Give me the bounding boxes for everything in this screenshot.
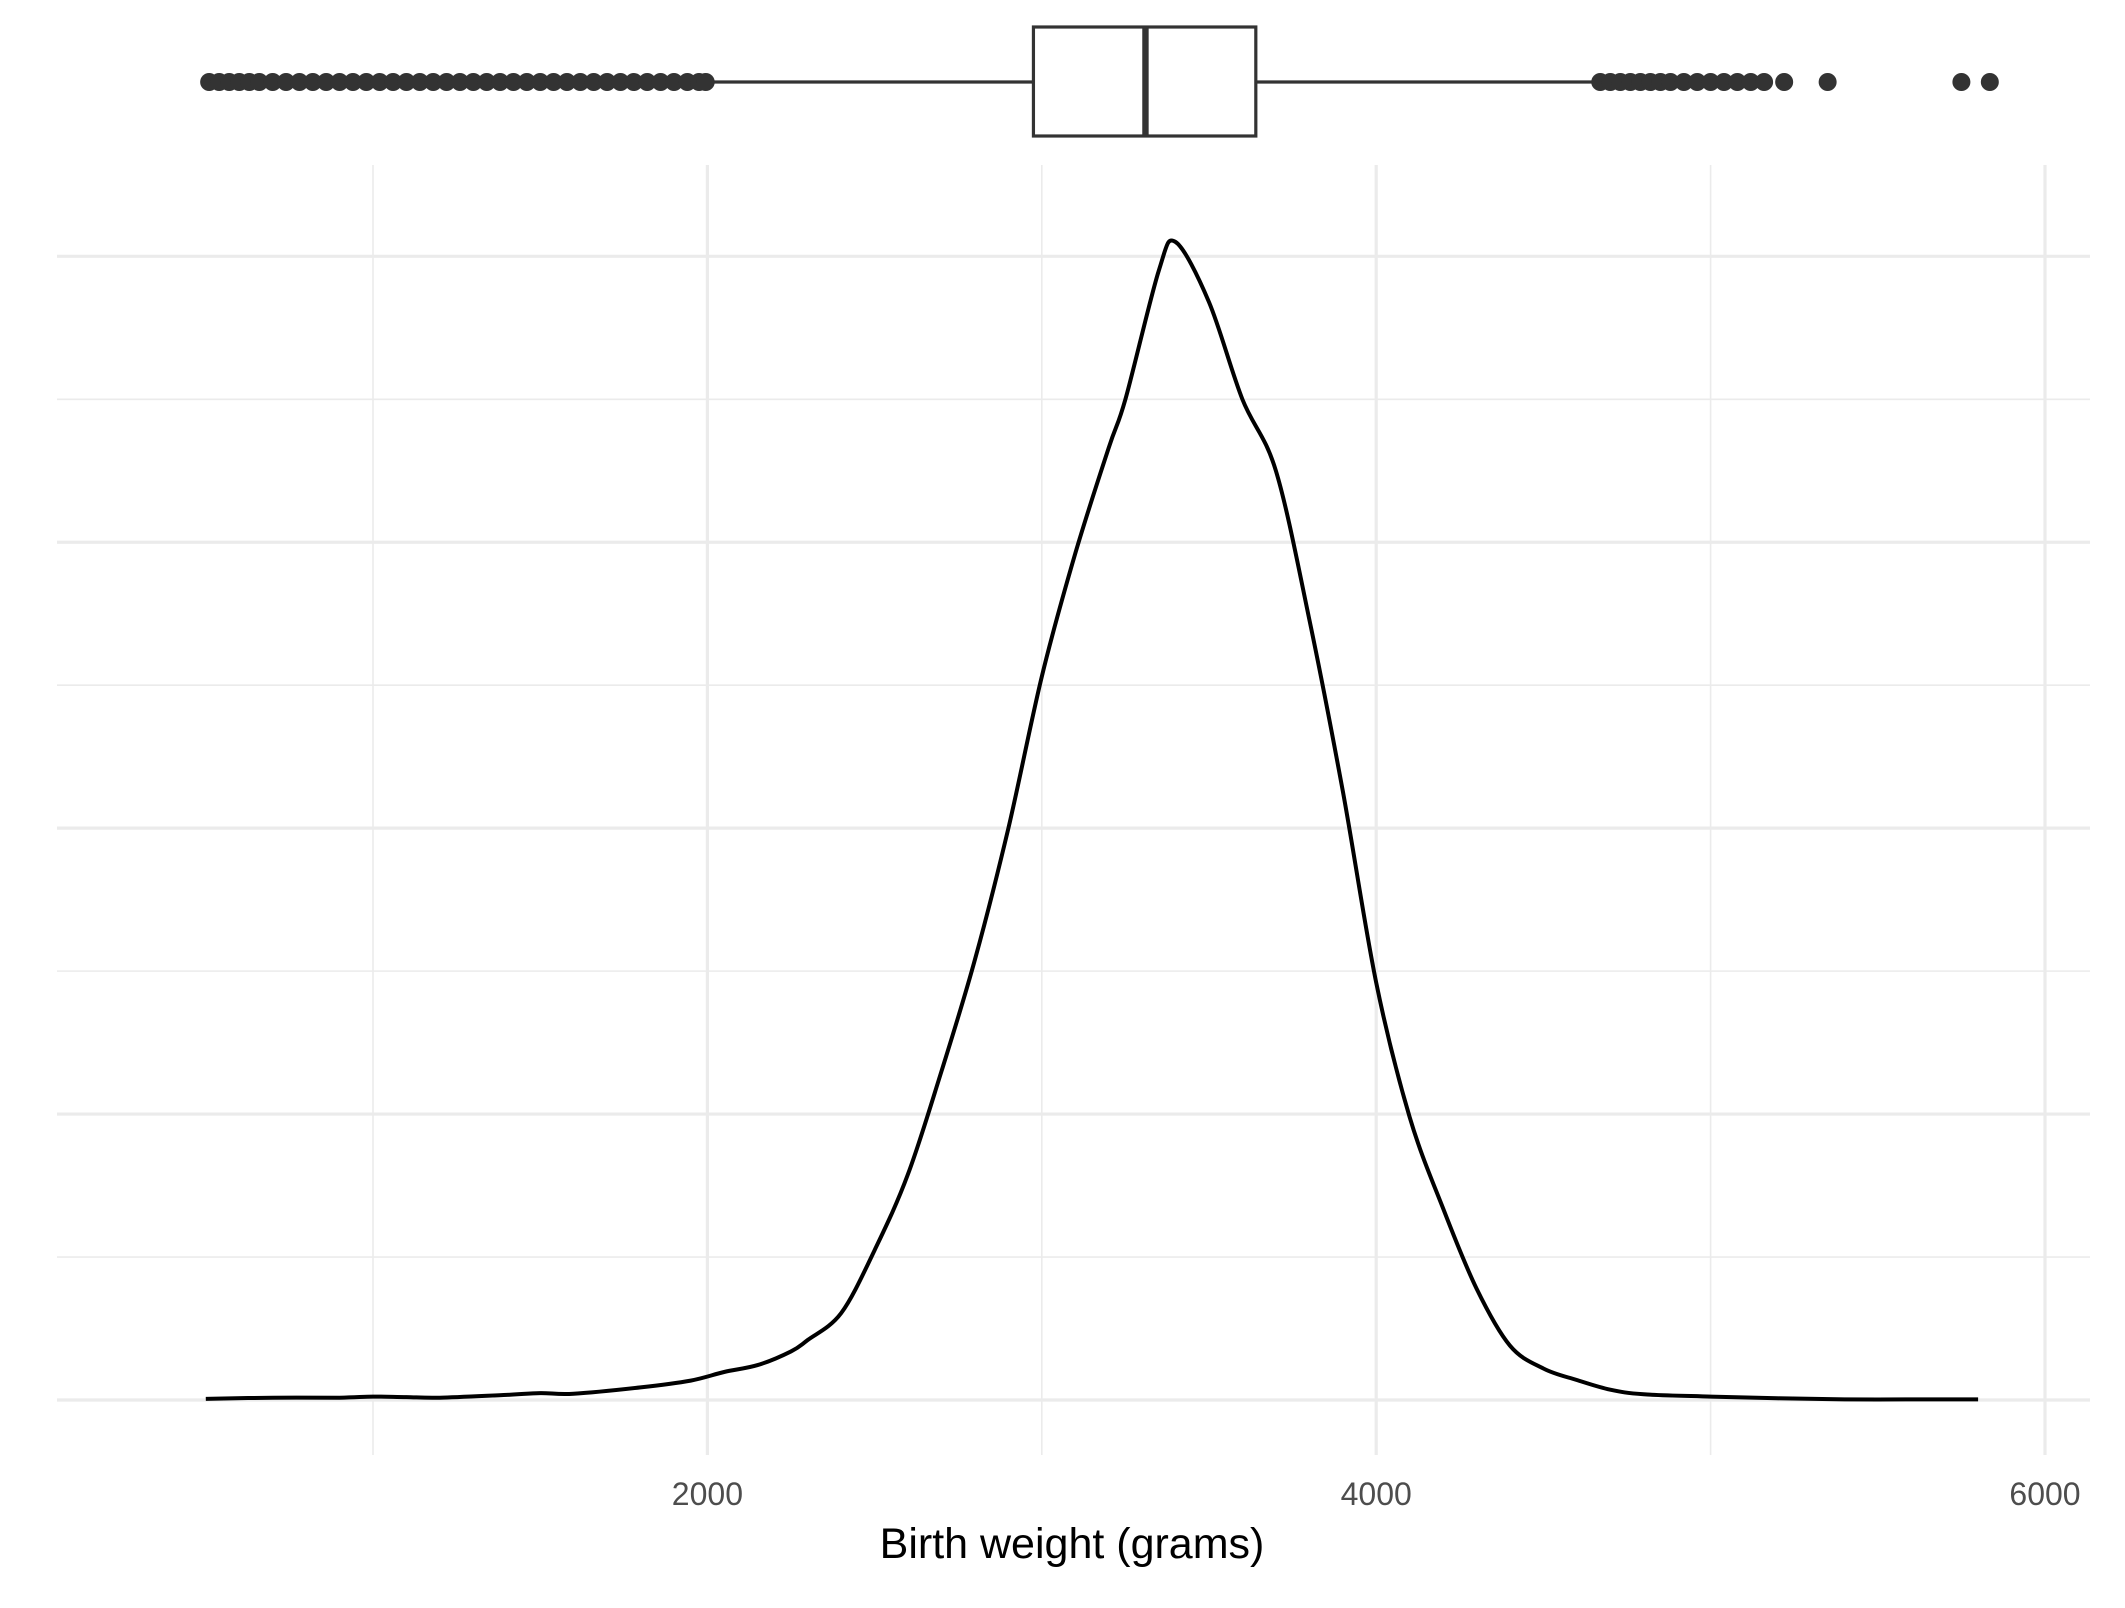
boxplot-outlier xyxy=(1714,73,1733,91)
boxplot-outlier xyxy=(1728,73,1747,91)
x-tick-label: 2000 xyxy=(672,1476,743,1512)
boxplot-outlier xyxy=(531,73,550,91)
boxplot-outlier xyxy=(571,73,590,91)
grid xyxy=(57,165,2090,1455)
boxplot-outlier xyxy=(598,73,617,91)
boxplot-outlier xyxy=(1701,73,1720,91)
boxplot-outlier xyxy=(357,73,376,91)
boxplot-outlier xyxy=(1980,73,1999,91)
boxplot-outlier xyxy=(1674,73,1693,91)
boxplot-outlier xyxy=(491,73,510,91)
x-axis-title: Birth weight (grams) xyxy=(880,1520,1265,1568)
boxplot-outlier xyxy=(1952,73,1971,91)
boxplot-outlier xyxy=(343,73,362,91)
x-tick-label: 6000 xyxy=(2009,1476,2080,1512)
boxplot-outlier xyxy=(696,73,715,91)
boxplot-outlier xyxy=(624,73,643,91)
boxplot-outlier xyxy=(1818,73,1837,91)
boxplot-outlier xyxy=(544,73,563,91)
boxplot-outlier xyxy=(263,73,282,91)
boxplot-outlier xyxy=(424,73,443,91)
boxplot-outlier xyxy=(477,73,496,91)
boxplot-outlier xyxy=(397,73,416,91)
boxplot-outlier xyxy=(317,73,336,91)
boxplot-outlier xyxy=(651,73,670,91)
boxplot-outlier xyxy=(464,73,483,91)
boxplot-outlier xyxy=(557,73,576,91)
boxplot-outlier xyxy=(1755,73,1774,91)
boxplot-outlier xyxy=(1741,73,1760,91)
boxplot-outlier xyxy=(504,73,523,91)
boxplot-outlier xyxy=(638,73,657,91)
boxplot-outlier xyxy=(611,73,630,91)
boxplot-outlier xyxy=(1661,73,1680,91)
boxplot-outlier xyxy=(450,73,469,91)
boxplot-outlier xyxy=(517,73,536,91)
boxplot-outlier xyxy=(664,73,683,91)
boxplot-outlier xyxy=(330,73,349,91)
boxplot-outlier xyxy=(303,73,322,91)
x-axis-ticks: 2000 4000 6000 xyxy=(672,1476,2081,1512)
boxplot-outlier xyxy=(370,73,389,91)
boxplot-outlier xyxy=(384,73,403,91)
boxplot-outlier xyxy=(437,73,456,91)
x-tick-label: 4000 xyxy=(1341,1476,1412,1512)
boxplot-outlier xyxy=(277,73,296,91)
boxplot-outlier xyxy=(410,73,429,91)
boxplot-outlier xyxy=(250,73,269,91)
boxplot-outlier xyxy=(1688,73,1707,91)
density-curve xyxy=(205,238,1979,1402)
boxplot-outlier xyxy=(290,73,309,91)
boxplot-outlier xyxy=(584,73,603,91)
boxplot xyxy=(200,25,1999,138)
boxplot-outlier xyxy=(1775,73,1794,91)
